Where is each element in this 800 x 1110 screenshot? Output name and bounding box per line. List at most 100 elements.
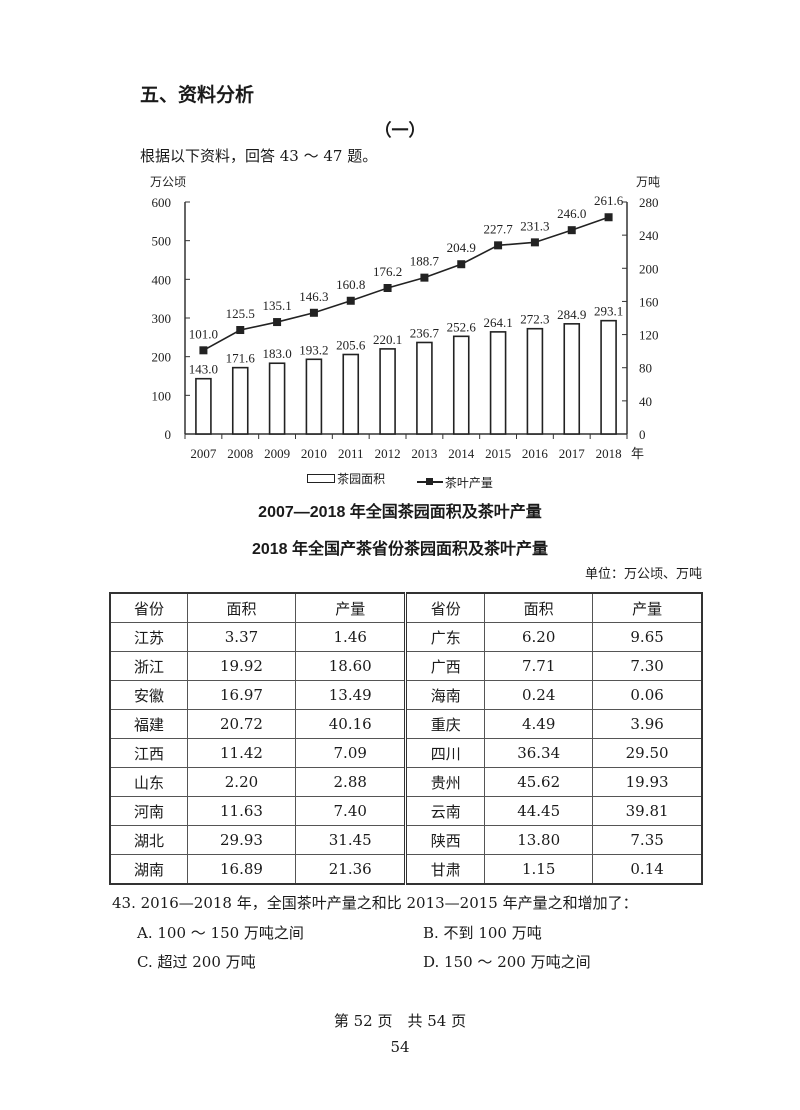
line-value-label: 227.7: [483, 221, 513, 236]
line-marker-square-icon: [309, 308, 318, 317]
legend-item-output: 茶叶产量: [416, 474, 493, 491]
bar-value-label: 272.3: [520, 312, 549, 327]
left-tick-label: 300: [152, 311, 172, 326]
bar-value-label: 252.6: [447, 319, 477, 334]
cell-province: 陕西: [404, 825, 486, 855]
x-tick-label: 2008: [227, 446, 253, 461]
bar-value-label: 171.6: [226, 351, 256, 366]
page-info: 第 52 页 共 54 页: [333, 1012, 467, 1030]
left-tick-label: 500: [152, 234, 172, 249]
bar-area: [416, 341, 433, 435]
header-province: 省份: [404, 592, 486, 623]
table-row: 河南 11.63 7.40 云南 44.45 39.81: [109, 796, 703, 826]
left-tick-label: 100: [152, 388, 172, 403]
cell-area: 1.15: [484, 854, 594, 885]
x-axis-suffix: 年: [631, 446, 644, 461]
header-output: 产量: [592, 592, 703, 623]
table-row: 湖北 29.93 31.45 陕西 13.80 7.35: [109, 825, 703, 855]
cell-area: 11.42: [186, 738, 296, 768]
bar-value-label: 143.0: [189, 362, 218, 377]
question-43: 43. 2016—2018 年，全国茶叶产量之和比 2013—2015 年产量之…: [112, 892, 638, 913]
cell-area: 19.92: [186, 651, 296, 681]
cell-area: 2.20: [186, 767, 296, 797]
right-tick-label: 240: [639, 228, 659, 243]
bar-area: [452, 335, 470, 435]
table-row: 江苏 3.37 1.46 广东 6.20 9.65: [109, 622, 703, 652]
section-title: 五、资料分析: [140, 84, 255, 106]
table-row: 福建 20.72 40.16 重庆 4.49 3.96: [109, 709, 703, 739]
right-tick-label: 120: [639, 328, 659, 343]
option-d[interactable]: D. 150 ～ 200 万吨之间: [423, 953, 591, 971]
cell-area: 44.45: [484, 796, 594, 826]
cell-output: 19.93: [592, 767, 703, 797]
table-row: 山东 2.20 2.88 贵州 45.62 19.93: [109, 767, 703, 797]
x-tick-label: 2010: [301, 446, 327, 461]
cell-province: 山东: [109, 767, 188, 797]
chart-legend: 茶园面积 茶叶产量: [0, 470, 800, 491]
right-tick-label: 0: [639, 427, 646, 442]
cell-province: 云南: [404, 796, 486, 826]
cell-area: 36.34: [484, 738, 594, 768]
cell-area: 29.93: [186, 825, 296, 855]
header-output: 产量: [294, 592, 407, 623]
line-marker-square-icon: [346, 296, 355, 305]
part-title: （一）: [374, 121, 426, 141]
x-tick-label: 2015: [485, 446, 511, 461]
option-b[interactable]: B. 不到 100 万吨: [423, 924, 542, 942]
cell-output: 9.65: [592, 622, 703, 652]
bar-area: [563, 323, 581, 435]
cell-province: 贵州: [404, 767, 486, 797]
left-tick-label: 400: [152, 272, 172, 287]
x-tick-label: 2007: [190, 446, 217, 461]
line-marker-square-icon: [567, 226, 576, 235]
bar-value-label: 293.1: [594, 304, 623, 319]
bar-area: [489, 331, 507, 435]
table-unit: 单位：万公顷、万吨: [584, 567, 702, 582]
right-tick-label: 160: [639, 294, 659, 309]
cell-area: 6.20: [484, 622, 594, 652]
bar-value-label: 236.7: [410, 325, 440, 340]
legend-item-area: 茶园面积: [307, 470, 385, 487]
line-value-label: 246.0: [557, 206, 586, 221]
line-value-label: 125.5: [226, 306, 255, 321]
line-marker-square-icon: [420, 273, 429, 282]
bar-value-label: 205.6: [336, 338, 366, 353]
right-axis-unit: 万吨: [636, 175, 660, 189]
line-marker-square-icon: [494, 241, 503, 250]
chart-svg: 万公顷 万吨 0 100 200 300 400 500 600 0 40 80 120 160 200 24…: [150, 175, 660, 461]
cell-area: 45.62: [484, 767, 594, 797]
x-tick-label: 2014: [448, 446, 475, 461]
line-value-label: 188.7: [410, 254, 440, 269]
cell-output: 7.40: [294, 796, 407, 826]
cell-area: 16.89: [186, 854, 296, 885]
cell-output: 7.09: [294, 738, 407, 768]
cell-province: 广西: [404, 651, 486, 681]
cell-area: 20.72: [186, 709, 296, 739]
bar-area: [526, 327, 544, 435]
cell-output: 18.60: [294, 651, 407, 681]
cell-province: 安徽: [109, 680, 188, 710]
cell-province: 湖南: [109, 854, 188, 885]
cell-output: 40.16: [294, 709, 407, 739]
cell-area: 3.37: [186, 622, 296, 652]
header-area: 面积: [484, 592, 594, 623]
line-value-label: 101.0: [189, 326, 218, 341]
cell-area: 13.80: [484, 825, 594, 855]
line-value-label: 204.9: [447, 240, 476, 255]
option-c[interactable]: C. 超过 200 万吨: [137, 953, 256, 971]
bar-value-label: 284.9: [557, 307, 586, 322]
line-value-label: 261.6: [594, 193, 624, 208]
bar-value-label: 193.2: [299, 342, 328, 357]
legend-label-area: 茶园面积: [337, 472, 386, 486]
chart-title: 2007—2018 年全国茶园面积及茶叶产量: [258, 504, 542, 521]
table-row: 安徽 16.97 13.49 海南 0.24 0.06: [109, 680, 703, 710]
left-tick-label: 200: [152, 350, 172, 365]
line-value-label: 231.3: [520, 218, 549, 233]
option-a[interactable]: A. 100 ～ 150 万吨之间: [137, 924, 304, 942]
bar-area: [600, 319, 617, 435]
bar-value-label: 183.0: [262, 346, 291, 361]
cell-output: 21.36: [294, 854, 407, 885]
line-marker-square-icon: [383, 284, 392, 293]
cell-province: 广东: [404, 622, 486, 652]
right-tick-label: 40: [639, 394, 652, 409]
